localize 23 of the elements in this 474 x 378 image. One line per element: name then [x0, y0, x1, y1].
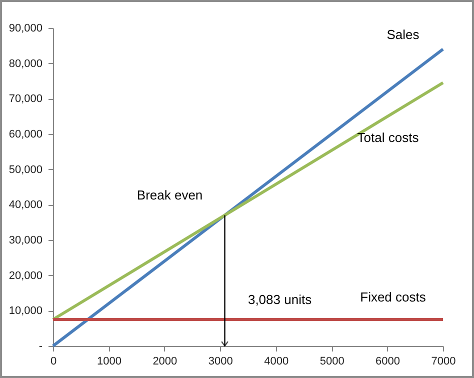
- y-tick-label: 80,000: [8, 58, 42, 70]
- y-tick-label: 50,000: [8, 164, 42, 176]
- x-tick-label: 1000: [96, 356, 122, 368]
- x-tick-label: 6000: [376, 356, 400, 368]
- y-tick-label: 90,000: [8, 22, 42, 34]
- y-tick-label: 60,000: [8, 128, 42, 140]
- y-tick-label: 20,000: [8, 270, 42, 282]
- y-tick-label: -: [38, 340, 43, 352]
- x-tick-label: 0: [50, 356, 57, 368]
- series-label: Sales: [386, 27, 420, 42]
- x-tick-label: 5000: [320, 356, 344, 368]
- x-tick-label: 3000: [208, 356, 233, 368]
- series-label: Fixed costs: [360, 290, 426, 304]
- y-tick-label: 10,000: [8, 305, 42, 318]
- y-tick-label: 70,000: [8, 93, 42, 106]
- x-tick-label: 7000: [431, 356, 456, 368]
- series-label: Total costs: [357, 130, 420, 145]
- y-tick-label: 40,000: [8, 199, 42, 212]
- x-tick-label: 2000: [152, 356, 178, 368]
- y-tick-label: 30,000: [8, 234, 42, 246]
- x-tick-label: 4000: [264, 356, 289, 368]
- annotation: 3,083 units: [248, 292, 312, 307]
- annotation: Break even: [136, 187, 203, 202]
